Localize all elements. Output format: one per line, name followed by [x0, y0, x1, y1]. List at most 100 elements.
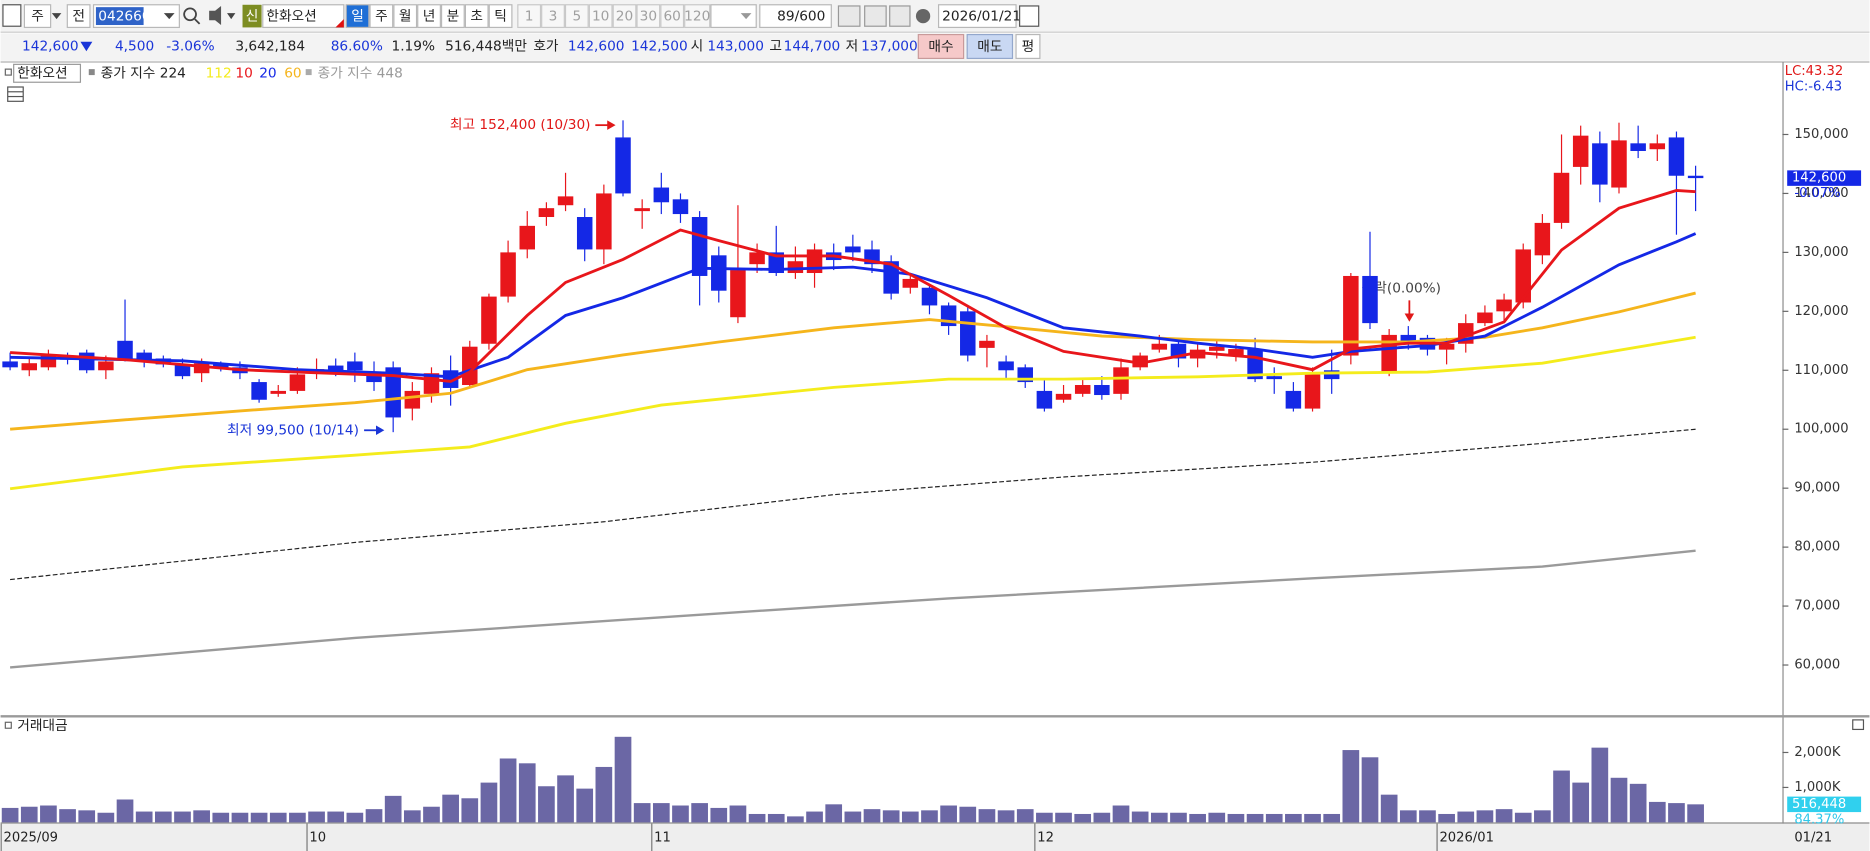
period-button[interactable]	[440, 4, 465, 29]
candle-body	[960, 311, 976, 356]
table-icon[interactable]	[7, 86, 24, 102]
candle-body	[1343, 275, 1359, 356]
candle-body	[98, 361, 114, 371]
legend-entry[interactable]: 종가 지수 224	[101, 65, 186, 81]
volume-bar	[212, 812, 230, 823]
buy-label: 매수	[928, 39, 953, 55]
sell-button[interactable]	[966, 33, 1014, 59]
last-rate: -0.07%	[1794, 186, 1840, 201]
interval-button[interactable]	[517, 4, 542, 29]
candle-body	[979, 340, 995, 348]
stock-type-box[interactable]	[23, 4, 52, 29]
candle-body	[1074, 385, 1091, 394]
volume-bar	[691, 803, 708, 823]
sound-icon[interactable]	[209, 5, 222, 26]
volume-bar	[1170, 812, 1187, 823]
name-box[interactable]	[262, 4, 345, 29]
period-button[interactable]	[393, 4, 418, 29]
volume-bar	[1361, 757, 1379, 823]
legend-entry[interactable]: 10	[235, 65, 252, 81]
eval-label: 평	[1022, 39, 1035, 55]
eval-button[interactable]	[1015, 33, 1041, 59]
code-selection	[95, 7, 144, 26]
interval-label: 30	[640, 9, 657, 25]
volume-bar	[59, 809, 76, 823]
sound-dropdown[interactable]	[227, 13, 236, 20]
volume-bar	[1668, 803, 1685, 823]
ma-line	[10, 549, 1696, 669]
volume-bar	[403, 810, 421, 823]
volume-bar	[1342, 750, 1360, 823]
y-tick-label: 110,000	[1794, 363, 1848, 378]
period-button[interactable]	[345, 4, 370, 29]
x-tick-label: 10	[309, 830, 326, 845]
settings-icon[interactable]	[915, 8, 931, 24]
volume-bar	[729, 805, 747, 823]
interval-button[interactable]	[684, 4, 711, 29]
tool-icon[interactable]	[864, 5, 887, 27]
interval-button[interactable]	[564, 4, 589, 29]
calendar-icon[interactable]	[1019, 5, 1040, 27]
legend-entry[interactable]: 종가 지수 448	[318, 65, 403, 81]
volume-bar	[1457, 811, 1475, 823]
interval-button[interactable]	[660, 4, 685, 29]
quote-label: 호가	[533, 38, 559, 54]
candle-body	[2, 361, 18, 368]
interval-button[interactable]	[636, 4, 661, 29]
panel-close[interactable]	[1852, 719, 1865, 731]
legend-title-box[interactable]	[13, 63, 82, 83]
sell-label: 매도	[977, 39, 1002, 55]
candle-body	[883, 261, 899, 294]
open: 143,000	[707, 38, 764, 54]
market-box[interactable]	[66, 4, 91, 29]
volume-bar	[461, 798, 479, 823]
period-button[interactable]	[488, 4, 513, 29]
period-button[interactable]	[369, 4, 394, 29]
count-input[interactable]	[759, 4, 832, 29]
interval-button[interactable]	[612, 4, 637, 29]
candle-body	[1611, 140, 1627, 188]
volume-bar	[308, 811, 325, 823]
menu-icon[interactable]	[2, 4, 22, 27]
candle-body	[1209, 346, 1225, 351]
bid: 142,500	[631, 38, 688, 54]
period-label: 년	[423, 9, 436, 25]
volume-bar	[882, 810, 900, 823]
volume-bar	[231, 812, 249, 823]
candle-body	[1534, 222, 1551, 256]
candle-body	[1189, 349, 1206, 359]
period-button[interactable]	[464, 4, 489, 29]
date-input[interactable]	[937, 4, 1017, 29]
legend-entry[interactable]: 20	[259, 65, 276, 81]
candle-body	[576, 217, 593, 250]
buy-button[interactable]	[917, 33, 965, 59]
search-icon[interactable]	[183, 7, 197, 22]
volume-bar	[557, 775, 574, 823]
volume-bar	[672, 805, 689, 823]
dropdown-arrow[interactable]	[51, 13, 62, 20]
candle-body	[1649, 143, 1666, 150]
interval-button[interactable]	[588, 4, 613, 29]
legend-entry[interactable]: 112	[206, 65, 232, 81]
volume-bar	[806, 811, 823, 823]
volume-bar	[1016, 809, 1034, 823]
volume-bar	[384, 795, 402, 823]
candle-body	[1496, 299, 1512, 312]
tool-icon[interactable]	[837, 5, 861, 27]
blank-dropdown[interactable]	[710, 4, 757, 29]
y-tick-label: 100,000	[1794, 422, 1848, 437]
period-label: 초	[470, 9, 483, 25]
ma-line	[10, 428, 1696, 581]
interval-label: 1	[525, 9, 534, 25]
period-button[interactable]	[417, 4, 441, 29]
interval-label: 3	[549, 9, 558, 25]
candle-body	[1036, 390, 1053, 409]
save-icon[interactable]	[889, 5, 911, 27]
candle-body	[1668, 137, 1685, 176]
code-dropdown[interactable]	[163, 13, 175, 20]
legend-entry[interactable]: 60	[284, 65, 301, 81]
volume-bar	[538, 786, 555, 823]
volume-bar	[1476, 810, 1494, 823]
interval-button[interactable]	[541, 4, 565, 29]
candle-body	[730, 270, 746, 318]
